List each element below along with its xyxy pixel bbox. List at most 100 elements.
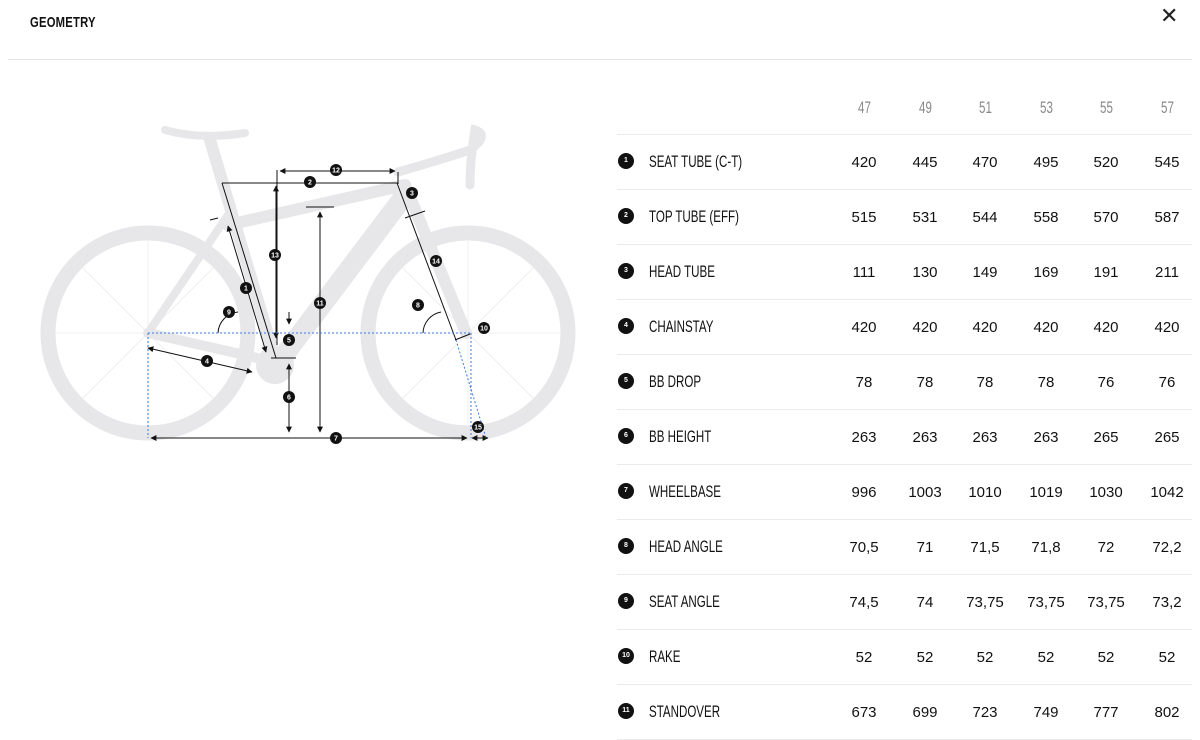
cell-value: 78 <box>855 374 873 391</box>
cell-value: 70,5 <box>849 539 879 556</box>
row-label: CHAINSTAY <box>649 317 714 336</box>
table-row: 1 SEAT TUBE (C-T) 420 445 470 495 520 545 <box>617 135 1192 190</box>
table-row: 4 CHAINSTAY 420 420 420 420 420 420 <box>617 300 1192 355</box>
row-number-badge: 11 <box>618 703 634 719</box>
size-header: 55 <box>1099 98 1113 117</box>
cell-value: 72,2 <box>1152 539 1182 556</box>
size-header: 49 <box>918 98 932 117</box>
diagram-markers: 1 2 3 4 5 6 7 8 9 10 11 12 13 14 15 <box>201 164 490 444</box>
cell-value: 420 <box>1154 319 1180 336</box>
cell-value: 545 <box>1154 154 1180 171</box>
size-header: 51 <box>978 98 992 117</box>
cell-value: 263 <box>912 429 938 446</box>
cell-value: 73,75 <box>966 594 1004 611</box>
cell-value: 263 <box>851 429 877 446</box>
row-label: BB DROP <box>649 372 702 391</box>
row-number-badge: 9 <box>618 593 634 609</box>
cell-value: 73,75 <box>1087 594 1125 611</box>
cell-value: 558 <box>1033 209 1059 226</box>
row-number-badge: 2 <box>618 208 634 224</box>
geometry-diagram: 1 2 3 4 5 6 7 8 9 10 11 12 13 14 15 <box>40 124 576 444</box>
marker-11: 11 <box>314 297 326 309</box>
row-label: BB HEIGHT <box>649 427 712 446</box>
row-label: SEAT ANGLE <box>649 592 720 611</box>
size-header: 57 <box>1160 98 1174 117</box>
cell-value: 74 <box>916 594 934 611</box>
marker-15: 15 <box>472 421 484 433</box>
cell-value: 420 <box>972 319 998 336</box>
size-header: 47 <box>857 98 871 117</box>
row-number-badge: 5 <box>618 373 634 389</box>
marker-6: 6 <box>283 391 295 403</box>
row-number-badge: 1 <box>618 153 634 169</box>
row-number-badge: 4 <box>618 318 634 334</box>
cell-value: 531 <box>912 209 938 226</box>
cell-value: 420 <box>912 319 938 336</box>
row-label: SEAT TUBE (C-T) <box>649 152 743 171</box>
cell-value: 211 <box>1155 264 1179 281</box>
marker-5: 5 <box>283 334 295 346</box>
marker-1: 1 <box>240 282 252 294</box>
svg-text:10: 10 <box>480 326 488 333</box>
row-label: RAKE <box>649 647 681 666</box>
marker-10: 10 <box>478 322 490 334</box>
marker-12: 12 <box>330 164 342 176</box>
row-label: STANDOVER <box>649 702 721 721</box>
cell-value: 802 <box>1154 704 1180 721</box>
cell-value: 78 <box>1037 374 1055 391</box>
cell-value: 71,5 <box>970 539 1000 556</box>
marker-13: 13 <box>269 249 281 261</box>
row-number-badge: 7 <box>618 483 634 499</box>
bike-silhouette <box>40 124 576 441</box>
cell-value: 420 <box>851 154 877 171</box>
table-row: 2 TOP TUBE (EFF) 515 531 544 558 570 587 <box>617 190 1192 245</box>
cell-value: 570 <box>1093 209 1119 226</box>
row-number-badge: 3 <box>618 263 634 279</box>
table-header: 47 49 51 53 55 57 <box>617 80 1192 135</box>
cell-value: 1010 <box>968 484 1002 501</box>
table-row: 10 RAKE 52 52 52 52 52 52 <box>617 630 1192 685</box>
marker-14: 14 <box>430 255 442 267</box>
marker-8: 8 <box>412 299 424 311</box>
table-row: 5 BB DROP 78 78 78 78 76 76 <box>617 355 1192 410</box>
svg-text:12: 12 <box>332 168 340 175</box>
svg-text:1: 1 <box>244 286 248 293</box>
cell-value: 52 <box>916 649 934 666</box>
cell-value: 111 <box>852 264 876 281</box>
cell-value: 265 <box>1154 429 1180 446</box>
cell-value: 1003 <box>908 484 942 501</box>
table-row: 8 HEAD ANGLE 70,5 71 71,5 71,8 72 72,2 <box>617 520 1192 575</box>
cell-value: 52 <box>1158 649 1176 666</box>
cell-value: 515 <box>851 209 877 226</box>
cell-value: 74,5 <box>849 594 879 611</box>
dimension-lines <box>147 168 489 441</box>
marker-7: 7 <box>330 432 342 444</box>
cell-value: 130 <box>912 264 938 281</box>
svg-text:15: 15 <box>474 425 482 432</box>
table-row: 7 WHEELBASE 996 1003 1010 1019 1030 1042 <box>617 465 1192 520</box>
cell-value: 495 <box>1033 154 1059 171</box>
cell-value: 191 <box>1093 264 1119 281</box>
cell-value: 78 <box>916 374 934 391</box>
svg-text:8: 8 <box>416 303 420 310</box>
marker-9: 9 <box>223 306 235 318</box>
cell-value: 71,8 <box>1031 539 1061 556</box>
cell-value: 52 <box>855 649 873 666</box>
close-icon[interactable]: ✕ <box>1160 3 1179 28</box>
row-label: HEAD ANGLE <box>649 537 723 556</box>
cell-value: 673 <box>851 704 877 721</box>
cell-value: 445 <box>912 154 938 171</box>
cell-value: 587 <box>1154 209 1180 226</box>
cell-value: 1030 <box>1089 484 1123 501</box>
row-number-badge: 8 <box>618 538 634 554</box>
svg-text:13: 13 <box>271 253 279 260</box>
cell-value: 73,75 <box>1027 594 1065 611</box>
divider <box>8 59 1192 60</box>
cell-value: 76 <box>1097 374 1115 391</box>
cell-value: 1042 <box>1150 484 1184 501</box>
cell-value: 52 <box>1037 649 1055 666</box>
svg-text:14: 14 <box>432 259 440 266</box>
svg-text:6: 6 <box>287 395 291 402</box>
page-title: GEOMETRY <box>30 14 96 31</box>
cell-value: 263 <box>972 429 998 446</box>
